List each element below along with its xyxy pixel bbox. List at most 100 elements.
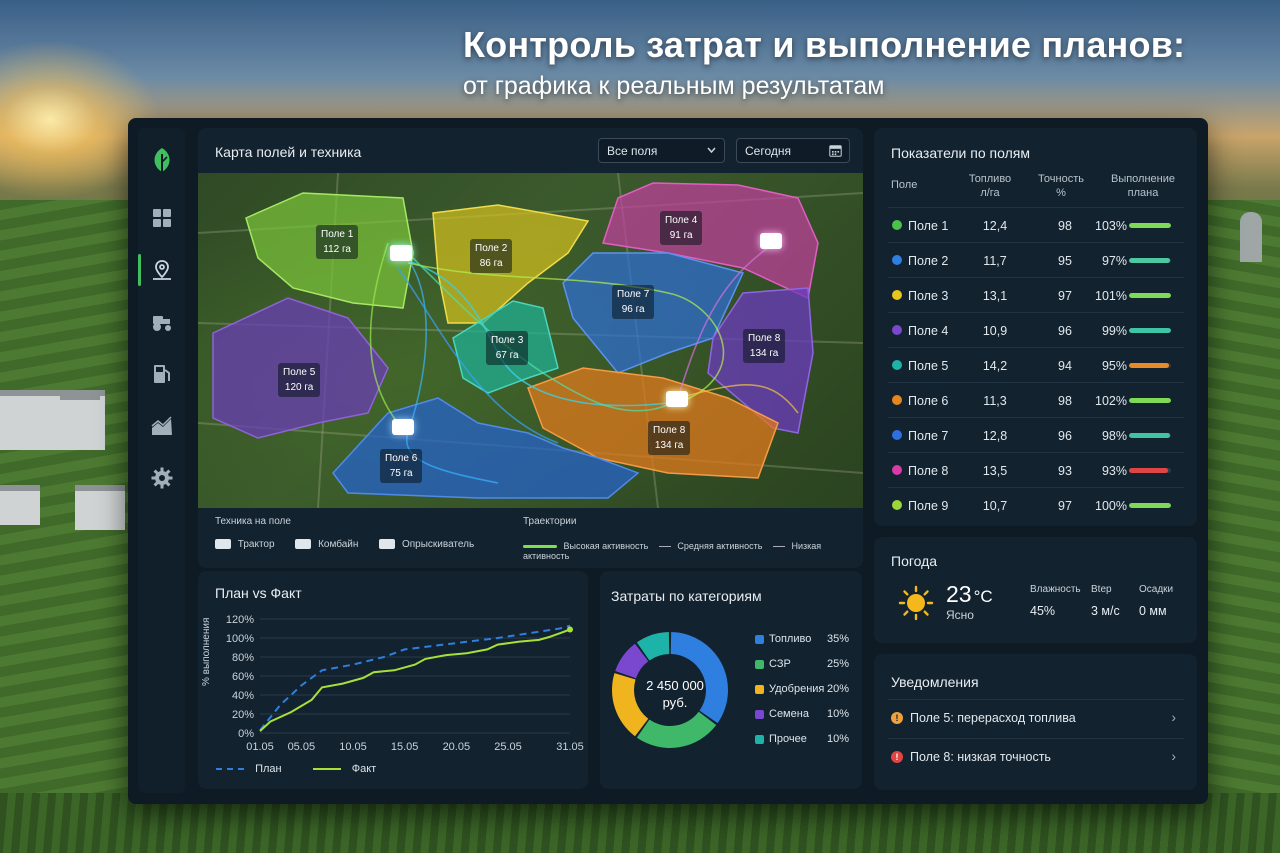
donut-slice[interactable] bbox=[636, 632, 670, 661]
legend-plan: План bbox=[255, 763, 282, 775]
legend-category: Топливо bbox=[769, 633, 812, 645]
notifications-panel: Уведомления ! Поле 5: перерасход топлива… bbox=[874, 654, 1197, 790]
plan-progress-fill bbox=[1129, 328, 1171, 333]
tractor-marker[interactable] bbox=[390, 245, 412, 261]
headline-subtitle: от графика к реальным результатам bbox=[463, 72, 885, 100]
table-row[interactable]: Поле 2 11,7 95 97% bbox=[888, 242, 1184, 277]
cell-plan: 103% bbox=[1095, 219, 1127, 233]
tractor-marker[interactable] bbox=[760, 233, 782, 249]
table-row[interactable]: Поле 9 10,7 97 100% bbox=[888, 487, 1184, 522]
field-label: Поле 1 112 га bbox=[316, 225, 359, 259]
fuel-icon[interactable] bbox=[138, 356, 185, 392]
legend-swatch bbox=[755, 685, 764, 694]
combine-icon bbox=[295, 539, 312, 550]
table-row[interactable]: Поле 4 10,9 96 99% bbox=[888, 312, 1184, 347]
plan-progress-bar bbox=[1129, 258, 1171, 263]
map-pin-icon[interactable] bbox=[138, 252, 185, 288]
field-area: 134 га bbox=[654, 440, 684, 451]
sprayer-icon bbox=[379, 539, 396, 550]
legend-fact: Факт bbox=[351, 763, 377, 775]
y-tick-label: 0% bbox=[238, 728, 254, 740]
cell-accuracy: 96 bbox=[1058, 429, 1072, 443]
donut-slice[interactable] bbox=[612, 673, 649, 737]
dashboard-grid-icon[interactable] bbox=[138, 200, 185, 236]
plan-progress-bar bbox=[1129, 468, 1171, 473]
legend-percent: 35% bbox=[826, 633, 849, 645]
cell-plan: 97% bbox=[1101, 254, 1127, 268]
field-name: Поле 3 bbox=[491, 335, 524, 346]
weather-title: Погода bbox=[891, 553, 938, 569]
table-row[interactable]: Поле 1 12,4 98 103% bbox=[888, 207, 1184, 242]
field-area: 86 га bbox=[479, 258, 503, 269]
table-row[interactable]: Поле 3 13,1 97 101% bbox=[888, 277, 1184, 312]
cell-plan: 100% bbox=[1095, 499, 1127, 513]
y-axis-label: % выполнения bbox=[201, 617, 212, 686]
legend-combine: Комбайн bbox=[318, 539, 359, 550]
column-header-field: Поле bbox=[891, 179, 918, 191]
error-icon: ! bbox=[891, 751, 903, 763]
cell-fuel: 11,7 bbox=[983, 254, 1007, 268]
y-tick-label: 80% bbox=[232, 652, 254, 664]
field-filter-select[interactable]: Все поля bbox=[598, 138, 725, 163]
donut-slice[interactable] bbox=[636, 711, 717, 748]
plan-progress-bar bbox=[1129, 293, 1171, 298]
tractor-marker[interactable] bbox=[666, 391, 688, 407]
field-map[interactable]: Поле 1 112 га Поле 2 86 га Поле 4 91 га Поле 7… bbox=[198, 173, 863, 508]
leaf-logo-icon[interactable] bbox=[138, 142, 185, 178]
cost-legend-item: Семена 10% bbox=[755, 708, 855, 724]
y-tick-label: 120% bbox=[226, 614, 254, 626]
plan-progress-bar bbox=[1129, 503, 1171, 508]
column-header-plan: Выполнение плана bbox=[1110, 173, 1176, 199]
trajectory-legend-title: Траектории bbox=[523, 516, 577, 527]
chart-icon[interactable] bbox=[138, 408, 185, 444]
field-polygon[interactable] bbox=[602, 182, 819, 300]
plan-vs-fact-chart[interactable]: 0% 20% 40% 60% 80% 100% 120% 01.05 05.05 10.05 15.… bbox=[198, 571, 588, 789]
headline-title: Контроль затрат и выполнение планов: bbox=[463, 24, 1186, 65]
tractor-icon[interactable] bbox=[138, 304, 185, 340]
cell-accuracy: 97 bbox=[1058, 499, 1072, 513]
table-row[interactable]: Поле 7 12,8 96 98% bbox=[888, 417, 1184, 452]
costs-title: Затраты по категориям bbox=[611, 588, 762, 604]
notification-item[interactable]: ! Поле 5: перерасход топлива › bbox=[888, 699, 1184, 737]
chevron-down-icon bbox=[707, 147, 716, 153]
field-color-dot bbox=[892, 500, 902, 510]
field-color-dot bbox=[892, 395, 902, 405]
cell-plan: 95% bbox=[1101, 359, 1127, 373]
background-field bbox=[1200, 200, 1280, 853]
field-label: Поле 8 134 га bbox=[743, 329, 786, 363]
table-row[interactable]: Поле 8 13,5 93 93% bbox=[888, 452, 1184, 487]
field-map-panel: Карта полей и техника Все поля Сегодня bbox=[198, 128, 863, 568]
notifications-title: Уведомления bbox=[891, 674, 979, 690]
table-row[interactable]: Поле 5 14,2 94 95% bbox=[888, 347, 1184, 382]
y-tick-label: 40% bbox=[232, 690, 254, 702]
precipitation-value: 0 мм bbox=[1139, 604, 1167, 618]
gear-icon[interactable] bbox=[138, 460, 185, 496]
wind-label: Вtер bbox=[1091, 584, 1112, 595]
legend-percent: 25% bbox=[826, 658, 849, 670]
cell-fuel: 10,9 bbox=[982, 324, 1008, 338]
plan-legend: План Факт bbox=[216, 763, 376, 775]
field-label: Поле 4 91 га bbox=[660, 211, 703, 245]
cell-accuracy: 93 bbox=[1058, 464, 1072, 478]
donut-slice[interactable] bbox=[615, 643, 649, 679]
donut-slice[interactable] bbox=[670, 632, 728, 724]
plan-progress-fill bbox=[1129, 293, 1171, 298]
date-picker[interactable]: Сегодня bbox=[736, 138, 850, 163]
dashboard-window: Карта полей и техника Все поля Сегодня bbox=[128, 118, 1208, 804]
cell-field: Поле 7 bbox=[908, 429, 949, 443]
legend-tractor: Трактор bbox=[237, 539, 275, 550]
x-tick-label: 10.05 bbox=[339, 741, 367, 753]
notification-item[interactable]: ! Поле 8: низкая точность › bbox=[888, 738, 1184, 776]
table-row[interactable]: Поле 6 11,3 98 102% bbox=[888, 382, 1184, 417]
cell-accuracy: 95 bbox=[1058, 254, 1072, 268]
series-line-fact bbox=[259, 628, 571, 732]
cell-fuel: 14,2 bbox=[982, 359, 1008, 373]
column-header-accuracy: Точность % bbox=[1038, 173, 1084, 199]
plan-progress-fill bbox=[1129, 433, 1171, 438]
legend-low-activity: Низкая активность bbox=[523, 541, 822, 561]
field-label: Поле 8 134 га bbox=[648, 421, 691, 455]
tractor-marker[interactable] bbox=[392, 419, 414, 435]
field-metrics-title: Показатели по полям bbox=[891, 145, 1030, 161]
costs-donut-chart[interactable] bbox=[610, 613, 740, 763]
plan-progress-fill bbox=[1129, 223, 1171, 228]
